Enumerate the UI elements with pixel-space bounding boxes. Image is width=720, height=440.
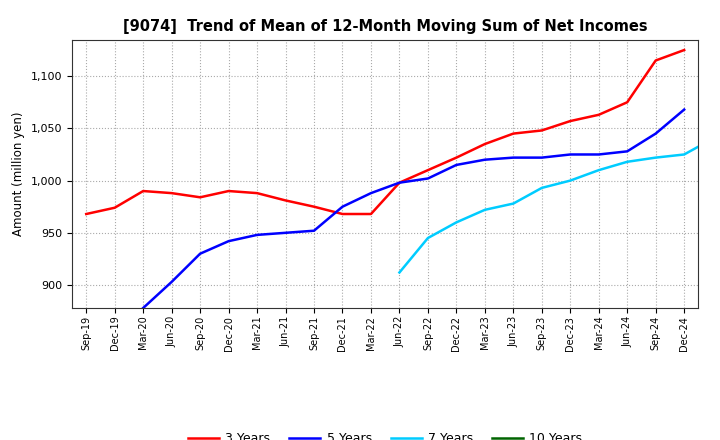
Line: 3 Years: 3 Years bbox=[86, 50, 684, 214]
3 Years bbox=[652, 58, 660, 63]
Title: [9074]  Trend of Mean of 12-Month Moving Sum of Net Incomes: [9074] Trend of Mean of 12-Month Moving … bbox=[123, 19, 647, 34]
5 Years bbox=[595, 152, 603, 157]
7 Years bbox=[395, 270, 404, 275]
3 Years bbox=[139, 188, 148, 194]
5 Years bbox=[196, 251, 204, 257]
5 Years bbox=[623, 149, 631, 154]
Legend: 3 Years, 5 Years, 7 Years, 10 Years: 3 Years, 5 Years, 7 Years, 10 Years bbox=[183, 427, 588, 440]
5 Years bbox=[167, 279, 176, 285]
3 Years bbox=[480, 141, 489, 147]
3 Years bbox=[253, 191, 261, 196]
3 Years bbox=[395, 180, 404, 185]
3 Years bbox=[282, 198, 290, 203]
7 Years bbox=[452, 220, 461, 225]
7 Years bbox=[509, 201, 518, 206]
3 Years bbox=[623, 99, 631, 105]
Line: 7 Years: 7 Years bbox=[400, 130, 720, 272]
7 Years bbox=[480, 207, 489, 213]
5 Years bbox=[366, 191, 375, 196]
5 Years bbox=[310, 228, 318, 233]
7 Years bbox=[652, 155, 660, 160]
5 Years bbox=[680, 107, 688, 112]
3 Years bbox=[595, 112, 603, 117]
5 Years bbox=[566, 152, 575, 157]
3 Years bbox=[110, 205, 119, 210]
3 Years bbox=[537, 128, 546, 133]
5 Years bbox=[509, 155, 518, 160]
7 Years bbox=[537, 185, 546, 191]
5 Years bbox=[338, 204, 347, 209]
5 Years bbox=[537, 155, 546, 160]
5 Years bbox=[452, 162, 461, 168]
5 Years bbox=[225, 238, 233, 244]
5 Years bbox=[652, 131, 660, 136]
3 Years bbox=[225, 188, 233, 194]
3 Years bbox=[680, 48, 688, 53]
Y-axis label: Amount (million yen): Amount (million yen) bbox=[12, 112, 25, 236]
3 Years bbox=[452, 155, 461, 160]
3 Years bbox=[310, 204, 318, 209]
7 Years bbox=[566, 178, 575, 183]
3 Years bbox=[366, 211, 375, 216]
7 Years bbox=[423, 235, 432, 241]
3 Years bbox=[423, 168, 432, 173]
7 Years bbox=[595, 168, 603, 173]
3 Years bbox=[509, 131, 518, 136]
3 Years bbox=[338, 211, 347, 216]
5 Years bbox=[423, 176, 432, 181]
5 Years bbox=[480, 157, 489, 162]
3 Years bbox=[167, 191, 176, 196]
3 Years bbox=[82, 211, 91, 216]
3 Years bbox=[196, 194, 204, 200]
Line: 5 Years: 5 Years bbox=[143, 110, 684, 308]
7 Years bbox=[708, 136, 717, 141]
3 Years bbox=[566, 118, 575, 124]
7 Years bbox=[680, 152, 688, 157]
5 Years bbox=[139, 305, 148, 311]
5 Years bbox=[395, 180, 404, 185]
5 Years bbox=[253, 232, 261, 238]
7 Years bbox=[623, 159, 631, 165]
5 Years bbox=[282, 230, 290, 235]
